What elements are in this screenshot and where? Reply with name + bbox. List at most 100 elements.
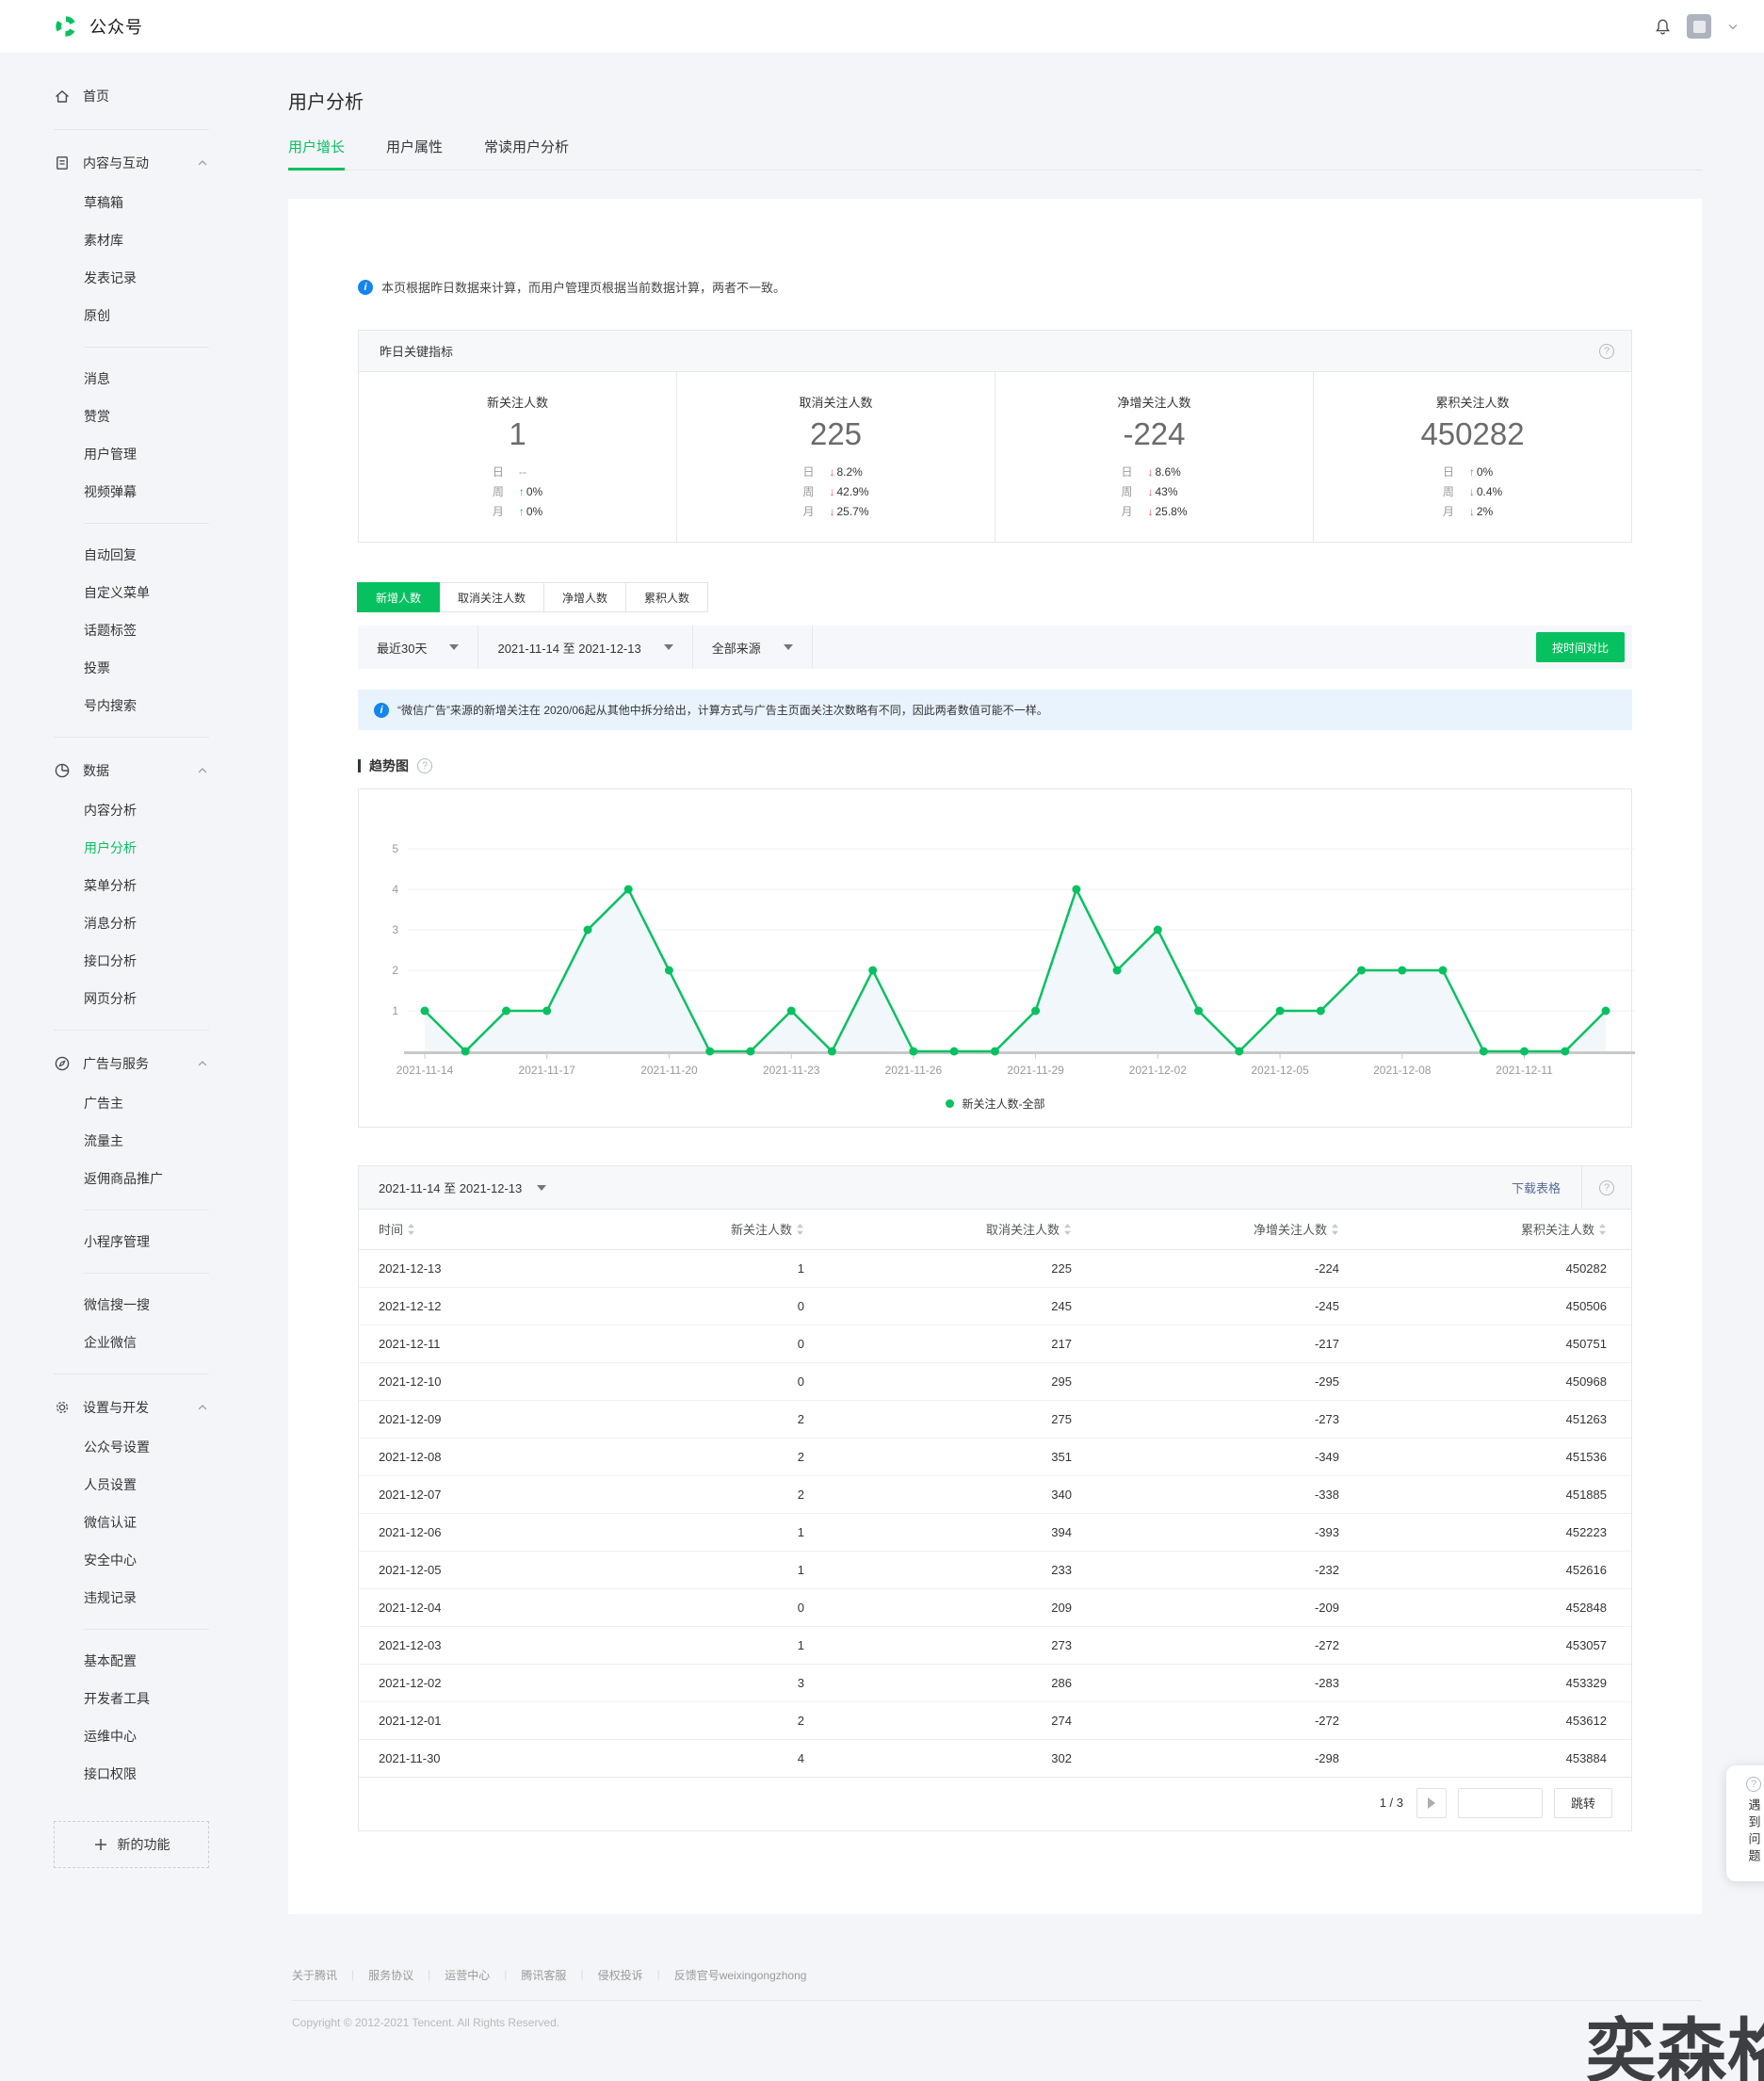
chevron-up-icon[interactable] — [196, 156, 209, 170]
column-header-inner[interactable]: 净增关注人数 — [1254, 1220, 1339, 1238]
feedback-widget-label: 遇到问题 — [1745, 1798, 1763, 1866]
sidebar-item-自动回复[interactable]: 自动回复 — [0, 536, 288, 574]
sidebar-item-素材库[interactable]: 素材库 — [0, 221, 288, 259]
sidebar-item-接口权限[interactable]: 接口权限 — [0, 1755, 288, 1793]
sidebar-item-运维中心[interactable]: 运维中心 — [0, 1717, 288, 1755]
avatar[interactable] — [1687, 14, 1711, 39]
sidebar-item-视频弹幕[interactable]: 视频弹幕 — [0, 473, 288, 511]
filter-select-1[interactable]: 2021-11-14 至 2021-12-13 — [478, 626, 692, 669]
sidebar-item-安全中心[interactable]: 安全中心 — [0, 1541, 288, 1579]
info-note: i 本页根据昨日数据来计算，而用户管理页根据当前数据计算，两者不一致。 — [358, 278, 1632, 296]
footer-link-侵权投诉[interactable]: 侵权投诉 — [598, 1967, 643, 1983]
sidebar-item-返佣商品推广[interactable]: 返佣商品推广 — [0, 1160, 288, 1197]
chevron-up-icon[interactable] — [196, 764, 209, 777]
column-header-inner[interactable]: 新关注人数 — [731, 1220, 804, 1238]
bell-icon[interactable] — [1654, 18, 1672, 36]
sidebar-section-content[interactable]: 内容与互动 — [0, 142, 288, 184]
sidebar-section-label: 广告与服务 — [83, 1054, 149, 1073]
series-tab-净增人数[interactable]: 净增人数 — [543, 582, 626, 612]
tab-用户属性[interactable]: 用户属性 — [386, 137, 443, 170]
sidebar-item-基本配置[interactable]: 基本配置 — [0, 1642, 288, 1680]
sidebar-item-home[interactable]: 首页 — [0, 75, 288, 117]
sidebar-item-开发者工具[interactable]: 开发者工具 — [0, 1680, 288, 1717]
sidebar-section-settings[interactable]: 设置与开发 — [0, 1387, 288, 1428]
sort-icon[interactable] — [407, 1223, 415, 1236]
series-tab-新增人数[interactable]: 新增人数 — [357, 582, 440, 612]
key-metrics-panel: 昨日关键指标 ? 新关注人数1日--周↑0%月↑0%取消关注人数225日↓8.2… — [358, 330, 1632, 543]
sidebar-item-消息[interactable]: 消息 — [0, 360, 288, 398]
sidebar-item-号内搜索[interactable]: 号内搜索 — [0, 687, 288, 724]
sidebar-item-消息分析[interactable]: 消息分析 — [0, 904, 288, 942]
sidebar-item-微信搜一搜[interactable]: 微信搜一搜 — [0, 1286, 288, 1324]
sidebar-item-草稿箱[interactable]: 草稿箱 — [0, 184, 288, 221]
sidebar-item-话题标签[interactable]: 话题标签 — [0, 611, 288, 649]
tab-用户增长[interactable]: 用户增长 — [288, 137, 345, 170]
sidebar-item-内容分析[interactable]: 内容分析 — [0, 791, 288, 829]
sidebar-item-菜单分析[interactable]: 菜单分析 — [0, 867, 288, 904]
sort-icon[interactable] — [1063, 1223, 1072, 1236]
new-feature-button[interactable]: 新的功能 — [54, 1821, 209, 1868]
sidebar-item-违规记录[interactable]: 违规记录 — [0, 1579, 288, 1617]
sidebar-item-用户分析[interactable]: 用户分析 — [0, 829, 288, 867]
download-table-link[interactable]: 下载表格 — [1512, 1179, 1581, 1196]
sidebar-item-企业微信[interactable]: 企业微信 — [0, 1324, 288, 1361]
metric-label: 累积关注人数 — [1435, 393, 1509, 411]
down-arrow-icon: ↓ — [1469, 505, 1475, 518]
trend-value: 0% — [526, 485, 542, 498]
cell-value: 273 — [829, 1626, 1096, 1664]
trend-value: 0% — [526, 505, 542, 518]
sidebar-section-data[interactable]: 数据 — [0, 750, 288, 791]
sidebar-item-投票[interactable]: 投票 — [0, 649, 288, 687]
svg-text:5: 5 — [392, 842, 398, 855]
feedback-widget[interactable]: ? 遇到问题 — [1726, 1765, 1764, 1881]
footer-link-运营中心[interactable]: 运营中心 — [445, 1967, 490, 1983]
chevron-up-icon[interactable] — [196, 1401, 209, 1414]
cell-value: -298 — [1096, 1739, 1364, 1777]
sidebar-item-网页分析[interactable]: 网页分析 — [0, 980, 288, 1017]
svg-text:2021-11-14: 2021-11-14 — [396, 1064, 454, 1077]
sidebar-item-接口分析[interactable]: 接口分析 — [0, 942, 288, 980]
page-jump-button[interactable]: 跳转 — [1554, 1788, 1612, 1818]
sidebar-item-赞赏[interactable]: 赞赏 — [0, 398, 288, 435]
help-icon[interactable]: ? — [1599, 1180, 1614, 1195]
sort-icon[interactable] — [796, 1223, 804, 1236]
sidebar-item-人员设置[interactable]: 人员设置 — [0, 1466, 288, 1504]
cell-value: -232 — [1096, 1551, 1364, 1588]
compare-by-time-button[interactable]: 按时间对比 — [1536, 632, 1625, 662]
sidebar-section-ads[interactable]: 广告与服务 — [0, 1043, 288, 1084]
footer-link-反馈官号weixingongzhong[interactable]: 反馈官号weixingongzhong — [674, 1967, 807, 1983]
sidebar-item-公众号设置[interactable]: 公众号设置 — [0, 1428, 288, 1466]
sidebar-item-微信认证[interactable]: 微信认证 — [0, 1504, 288, 1541]
sidebar-item-广告主[interactable]: 广告主 — [0, 1084, 288, 1122]
footer-link-腾讯客服[interactable]: 腾讯客服 — [521, 1967, 566, 1983]
footer-link-关于腾讯[interactable]: 关于腾讯 — [292, 1967, 337, 1983]
column-header-inner[interactable]: 累积关注人数 — [1521, 1220, 1607, 1238]
chevron-up-icon[interactable] — [196, 1057, 209, 1070]
cell-date: 2021-12-03 — [359, 1626, 561, 1664]
footer-link-服务协议[interactable]: 服务协议 — [368, 1967, 413, 1983]
brand[interactable]: 公众号 — [53, 13, 143, 40]
copyright: Copyright © 2012-2021 Tencent. All Right… — [292, 2001, 1702, 2067]
sidebar-item-用户管理[interactable]: 用户管理 — [0, 435, 288, 473]
column-header-inner[interactable]: 取消关注人数 — [986, 1220, 1072, 1238]
series-tab-累积人数[interactable]: 累积人数 — [625, 582, 708, 612]
sort-icon[interactable] — [1598, 1223, 1607, 1236]
sidebar-item-小程序管理[interactable]: 小程序管理 — [0, 1223, 288, 1260]
sidebar-item-流量主[interactable]: 流量主 — [0, 1122, 288, 1160]
sidebar-item-自定义菜单[interactable]: 自定义菜单 — [0, 574, 288, 611]
series-tab-取消关注人数[interactable]: 取消关注人数 — [439, 582, 544, 612]
filter-select-2[interactable]: 全部来源 — [693, 626, 813, 669]
column-header-inner[interactable]: 时间 — [379, 1220, 415, 1238]
sidebar-item-原创[interactable]: 原创 — [0, 297, 288, 334]
sidebar-item-发表记录[interactable]: 发表记录 — [0, 259, 288, 297]
filter-select-0[interactable]: 最近30天 — [358, 626, 478, 669]
table-date-range-select[interactable]: 2021-11-14 至 2021-12-13 — [379, 1179, 546, 1196]
page-jump-input[interactable] — [1458, 1788, 1543, 1818]
next-page-button[interactable] — [1416, 1788, 1447, 1818]
help-icon[interactable]: ? — [417, 758, 432, 773]
sort-icon[interactable] — [1331, 1223, 1339, 1236]
tab-常读用户分析[interactable]: 常读用户分析 — [484, 137, 569, 170]
help-icon[interactable]: ? — [1599, 344, 1614, 359]
cell-value: 340 — [829, 1475, 1096, 1513]
chevron-down-icon[interactable] — [1726, 20, 1740, 33]
